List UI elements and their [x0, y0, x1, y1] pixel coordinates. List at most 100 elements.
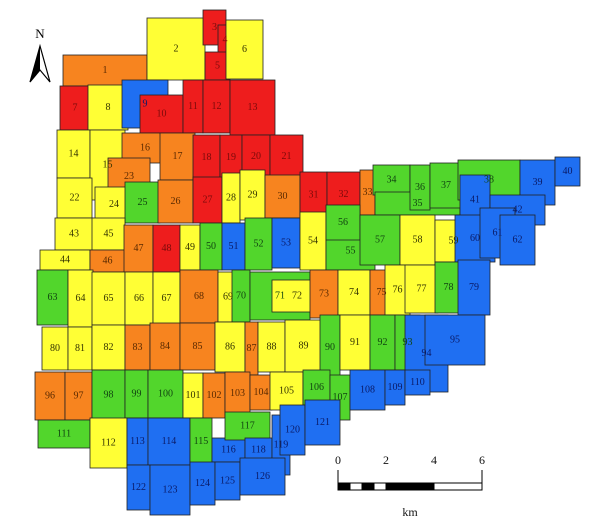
- zone-10: [139, 94, 184, 134]
- zone-label-109: 109: [388, 382, 403, 393]
- zone-label-118: 118: [251, 445, 266, 456]
- scale-segment: [385, 482, 435, 491]
- zone-label-20: 20: [251, 151, 261, 162]
- zone-label-85: 85: [193, 341, 203, 352]
- zone-label-105: 105: [279, 386, 294, 397]
- zone-103: [224, 371, 251, 416]
- zone-label-119: 119: [274, 440, 289, 451]
- zone-label-57: 57: [375, 235, 385, 246]
- zone-label-111: 111: [57, 429, 71, 440]
- zone-label-96: 96: [45, 391, 55, 402]
- zone-label-69: 69: [223, 292, 233, 303]
- zone-label-50: 50: [206, 241, 216, 252]
- zone-label-43: 43: [69, 229, 79, 240]
- zone-label-81: 81: [75, 343, 85, 354]
- zone-label-46: 46: [103, 256, 113, 267]
- zone-116: [211, 437, 246, 463]
- zone-25: [124, 181, 161, 224]
- zone-label-5: 5: [215, 61, 220, 72]
- zone-label-36: 36: [415, 182, 425, 193]
- zone-40: [554, 156, 581, 187]
- zone-14: [56, 129, 91, 179]
- zone-label-38: 38: [484, 175, 494, 186]
- zone-label-7: 7: [73, 103, 78, 114]
- zone-label-42: 42: [513, 205, 523, 216]
- zone-37: [429, 162, 463, 209]
- zone-label-94: 94: [422, 348, 432, 359]
- zone-label-108: 108: [360, 385, 375, 396]
- zone-label-76: 76: [393, 285, 403, 296]
- zone-125: [214, 461, 241, 501]
- zone-105: [269, 371, 304, 411]
- zone-label-106: 106: [309, 382, 324, 393]
- zone-81: [67, 326, 93, 371]
- zone-13: [229, 79, 276, 136]
- zone-label-89: 89: [299, 341, 309, 352]
- zone-label-102: 102: [207, 390, 222, 401]
- zone-label-21: 21: [282, 151, 292, 162]
- scale-segment: [373, 482, 387, 491]
- zone-label-39: 39: [533, 177, 543, 188]
- zone-label-24: 24: [109, 199, 119, 210]
- zone-label-31: 31: [309, 190, 319, 201]
- zone-57: [359, 214, 401, 266]
- zone-label-71: 71: [275, 291, 285, 302]
- zone-label-56: 56: [338, 217, 348, 228]
- zone-label-34: 34: [387, 175, 397, 186]
- zone-label-121: 121: [315, 417, 330, 428]
- zone-label-26: 26: [171, 196, 181, 207]
- zone-label-90: 90: [325, 342, 335, 353]
- north-label: N: [35, 26, 45, 41]
- zone-label-52: 52: [254, 239, 264, 250]
- north-arrow: N: [29, 26, 51, 83]
- zone-label-35: 35: [413, 198, 423, 209]
- zone-label-97: 97: [74, 391, 84, 402]
- zone-label-123: 123: [163, 485, 178, 496]
- zone-label-19: 19: [226, 152, 236, 163]
- zone-label-112: 112: [101, 438, 116, 449]
- zone-label-83: 83: [133, 342, 143, 353]
- zone-label-61: 61: [493, 228, 503, 239]
- zone-62: [499, 214, 536, 266]
- zone-label-54: 54: [308, 236, 318, 247]
- zone-label-11: 11: [188, 101, 198, 112]
- scale-segment: [433, 482, 483, 491]
- zones-layer: [34, 9, 581, 516]
- zone-label-86: 86: [225, 342, 235, 353]
- zone-18: [192, 134, 221, 181]
- zone-label-53: 53: [281, 238, 291, 249]
- zone-label-103: 103: [230, 388, 245, 399]
- zone-95: [424, 314, 486, 366]
- zone-48: [152, 224, 181, 273]
- zone-label-27: 27: [203, 195, 213, 206]
- zone-53: [271, 217, 301, 269]
- zone-120: [279, 404, 306, 456]
- zone-label-80: 80: [50, 343, 60, 354]
- zone-92: [369, 314, 396, 371]
- zone-label-16: 16: [140, 143, 150, 154]
- zone-label-124: 124: [195, 478, 210, 489]
- zone-label-63: 63: [48, 292, 58, 303]
- zone-label-77: 77: [417, 284, 427, 295]
- scale-tick-6: 6: [479, 453, 485, 467]
- zone-label-22: 22: [70, 193, 80, 204]
- zone-79: [457, 259, 491, 316]
- scale-unit: km: [402, 505, 418, 519]
- zone-123: [149, 464, 191, 516]
- zone-85: [179, 322, 216, 371]
- zone-label-3: 3: [212, 22, 217, 33]
- zone-label-70: 70: [236, 291, 246, 302]
- zone-label-48: 48: [162, 243, 172, 254]
- zone-111: [37, 419, 91, 449]
- zone-label-73: 73: [319, 289, 329, 300]
- zone-label-65: 65: [104, 293, 114, 304]
- zone-label-1: 1: [103, 65, 108, 76]
- zone-label-59: 59: [449, 236, 459, 247]
- zone-label-93: 93: [403, 337, 413, 348]
- zone-80: [41, 326, 69, 371]
- zone-label-64: 64: [76, 293, 86, 304]
- zone-label-17: 17: [173, 151, 183, 162]
- zone-label-115: 115: [194, 436, 209, 447]
- zone-22: [56, 177, 93, 219]
- zone-label-91: 91: [350, 337, 360, 348]
